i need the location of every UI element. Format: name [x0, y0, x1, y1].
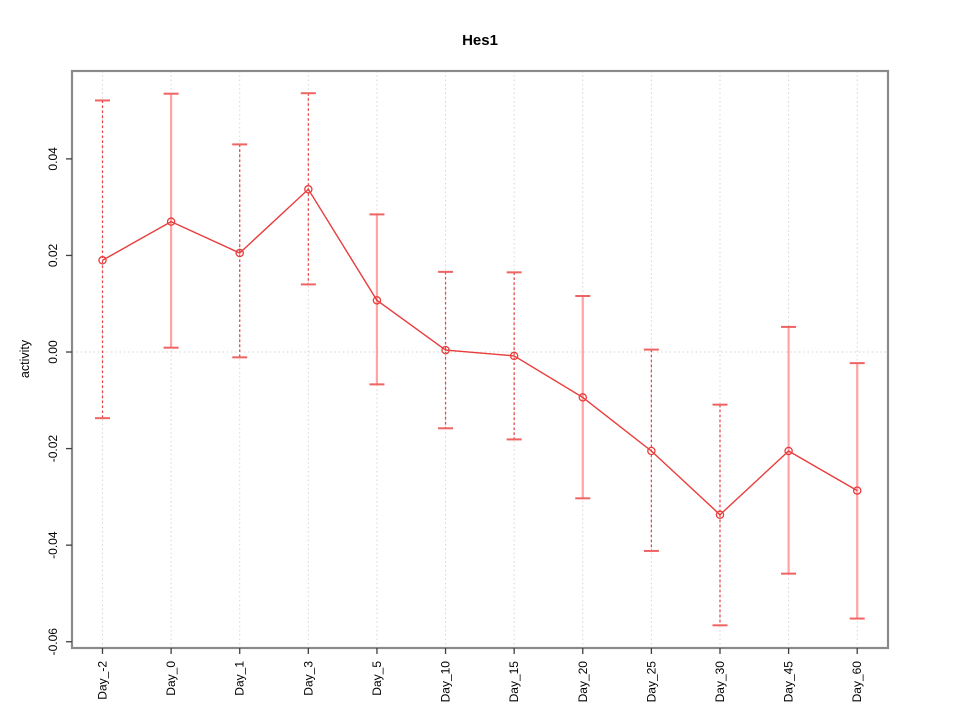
x-tick-label: Day_5	[370, 661, 384, 696]
chart-title: Hes1	[462, 32, 498, 49]
x-tick-label: Day_25	[644, 661, 658, 703]
data-point-marker	[852, 486, 862, 495]
plot-border	[70, 69, 890, 650]
x-tick-label: Day_0	[164, 661, 178, 696]
x-tick-label: Day_10	[439, 661, 453, 703]
y-tick-label: -0.06	[46, 628, 60, 656]
data-point-marker	[715, 510, 725, 519]
x-tick-label: Day_1	[233, 661, 247, 696]
data-point-marker	[372, 296, 382, 305]
x-tick-label: Day_15	[507, 661, 521, 703]
y-axis-title: activity	[18, 339, 32, 378]
y-tick-label: 0.02	[46, 243, 60, 267]
y-tick-label: 0.04	[46, 147, 60, 171]
data-point-marker	[166, 217, 176, 226]
y-tick-label: 0.00	[46, 340, 60, 364]
x-tick-label: Day_60	[850, 661, 864, 703]
data-point-marker	[98, 256, 107, 265]
data-point-marker	[509, 351, 519, 361]
x-tick-label: Day_-2	[96, 661, 110, 700]
data-point-marker	[235, 248, 244, 258]
data-point-marker	[647, 446, 656, 456]
data-point-marker	[304, 185, 313, 194]
data-point-marker	[784, 446, 793, 456]
data-point-marker	[441, 345, 450, 355]
y-tick-label: -0.02	[46, 435, 60, 463]
x-tick-label: Day_20	[576, 661, 590, 703]
data-point-marker	[578, 393, 588, 402]
series-line	[102, 188, 858, 516]
x-tick-label: Day_45	[782, 661, 796, 703]
x-tick-label: Day_3	[301, 661, 315, 696]
x-tick-label: Day_30	[713, 661, 727, 703]
y-tick-label: -0.04	[46, 531, 60, 559]
